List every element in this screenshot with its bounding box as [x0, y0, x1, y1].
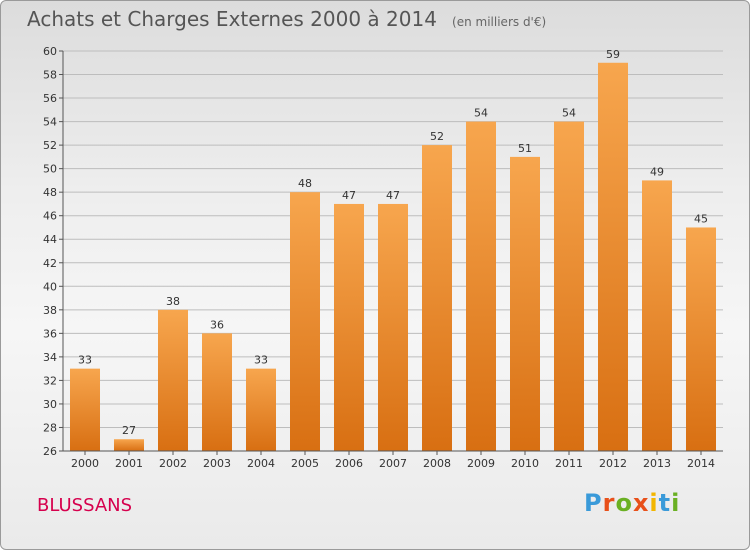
labels: 26 28 30 32 34 36 38 40 42 44 46 48 50 52 54 56 58 60 33 20…: [43, 45, 715, 470]
y-tick-label: 52: [43, 139, 57, 152]
logo-letter: t: [658, 489, 672, 517]
logo-letter: o: [615, 489, 633, 517]
y-tick-label: 36: [43, 327, 57, 340]
x-tick-label-2007: 2007: [379, 457, 407, 470]
value-label-2002: 38: [166, 295, 180, 308]
bar-2005: [290, 192, 320, 452]
y-tick-label: 26: [43, 445, 57, 458]
bar-2001: [114, 439, 144, 451]
y-tick-label: 42: [43, 257, 57, 270]
x-tick-label-2000: 2000: [71, 457, 99, 470]
bar-2008: [422, 145, 452, 451]
value-label-2012: 59: [606, 48, 620, 61]
x-tick-label-2004: 2004: [247, 457, 275, 470]
chart-title: Achats et Charges Externes 2000 à 2014: [27, 7, 437, 31]
bar-2013: [642, 180, 672, 452]
bar-2002: [158, 309, 188, 451]
value-label-2010: 51: [518, 142, 532, 155]
bar-2010: [510, 156, 540, 451]
bar-2007: [378, 203, 408, 451]
y-tick-label: 56: [43, 92, 57, 105]
y-tick-label: 40: [43, 280, 57, 293]
logo-letter: i: [649, 489, 659, 517]
bar-2011: [554, 121, 584, 452]
x-tick-label-2003: 2003: [203, 457, 231, 470]
logo-letter: P: [584, 489, 603, 517]
x-tick-label-2002: 2002: [159, 457, 187, 470]
y-tick-label: 28: [43, 421, 57, 434]
y-tick-label: 46: [43, 210, 57, 223]
value-label-2008: 52: [430, 130, 444, 143]
commune-name: BLUSSANS: [37, 495, 133, 516]
chart-subtitle: (en milliers d'€): [452, 15, 547, 29]
value-label-2005: 48: [298, 177, 312, 190]
x-tick-label-2009: 2009: [467, 457, 495, 470]
value-label-2014: 45: [694, 212, 708, 225]
x-tick-label-2005: 2005: [291, 457, 319, 470]
bar-2003: [202, 333, 232, 451]
bar-2014: [686, 227, 716, 451]
proxiti-logo: Proxiti: [584, 489, 680, 517]
value-label-2000: 33: [78, 354, 92, 367]
y-tick-label: 48: [43, 186, 57, 199]
value-label-2011: 54: [562, 107, 576, 120]
value-label-2003: 36: [210, 318, 224, 331]
x-tick-label-2010: 2010: [511, 457, 539, 470]
x-tick-label-2008: 2008: [423, 457, 451, 470]
x-tick-label-2011: 2011: [555, 457, 583, 470]
value-label-2001: 27: [122, 424, 136, 437]
logo-letter: i: [671, 489, 681, 517]
x-tick-label-2013: 2013: [643, 457, 671, 470]
title-row: Achats et Charges Externes 2000 à 2014 (…: [27, 7, 546, 31]
x-tick-label-2014: 2014: [687, 457, 715, 470]
logo-letter: r: [602, 489, 616, 517]
x-tick-label-2001: 2001: [115, 457, 143, 470]
y-tick-label: 30: [43, 398, 57, 411]
y-tick-label: 38: [43, 304, 57, 317]
axes: [59, 50, 723, 455]
y-tick-label: 44: [43, 233, 57, 246]
logo-letter: x: [632, 489, 650, 517]
bar-2009: [466, 121, 496, 452]
bar-2000: [70, 368, 100, 451]
value-label-2004: 33: [254, 354, 268, 367]
value-label-2006: 47: [342, 189, 356, 202]
value-label-2009: 54: [474, 107, 488, 120]
y-tick-label: 50: [43, 163, 57, 176]
bar-2006: [334, 203, 364, 451]
y-tick-label: 34: [43, 351, 57, 364]
value-label-2013: 49: [650, 165, 664, 178]
bar-2004: [246, 368, 276, 451]
y-tick-label: 54: [43, 116, 57, 129]
x-tick-label-2006: 2006: [335, 457, 363, 470]
x-tick-label-2012: 2012: [599, 457, 627, 470]
y-tick-label: 60: [43, 45, 57, 58]
y-tick-label: 58: [43, 69, 57, 82]
bars: [70, 62, 716, 452]
value-label-2007: 47: [386, 189, 400, 202]
y-tick-label: 32: [43, 374, 57, 387]
bar-2012: [598, 62, 628, 451]
